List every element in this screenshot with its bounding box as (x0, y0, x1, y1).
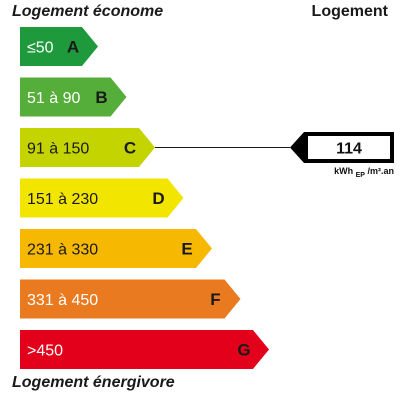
class-letter-b: B (95, 88, 107, 107)
bar-arrow-a (20, 27, 98, 66)
label-energy-intensive-housing: Logement énergivore (12, 374, 175, 391)
bar-arrow-c (20, 128, 155, 167)
bar-arrow-d (20, 178, 184, 218)
range-label-f: 331 à 450 (27, 292, 98, 309)
bar-arrow-f (20, 279, 241, 319)
bar-arrow-g (20, 330, 269, 369)
range-label-b: 51 à 90 (27, 90, 80, 107)
class-letter-c: C (124, 139, 136, 158)
energy-value: 114 (336, 141, 362, 158)
range-label-a: ≤50 (27, 40, 54, 57)
bar-arrow-e (20, 229, 212, 268)
energy-unit: kWh EP /m².an (334, 166, 394, 179)
energy-class-bar-g: >450 G (20, 330, 269, 369)
energy-class-bar-f: 331 à 450 F (20, 279, 241, 319)
energy-class-bar-e: 231 à 330 E (20, 229, 212, 268)
class-letter-d: D (152, 189, 164, 208)
energy-class-bar-b: 51 à 90 B (20, 77, 127, 117)
bar-arrow-b (20, 77, 127, 117)
label-economical-housing: Logement économe (12, 3, 164, 20)
label-housing: Logement (311, 3, 388, 20)
class-letter-e: E (181, 240, 192, 259)
range-label-g: >450 (27, 343, 63, 360)
range-label-c: 91 à 150 (27, 141, 89, 158)
energy-class-bar-d: 151 à 230 D (20, 178, 184, 218)
class-letter-g: G (237, 341, 250, 360)
energy-class-bar-c: 91 à 150 C (20, 128, 155, 167)
range-label-e: 231 à 330 (27, 242, 98, 259)
energy-class-bar-a: ≤50 A (20, 27, 98, 66)
range-label-d: 151 à 230 (27, 191, 98, 208)
indicator-value-box (308, 136, 390, 159)
class-letter-a: A (67, 38, 79, 57)
class-letter-f: F (210, 290, 220, 309)
